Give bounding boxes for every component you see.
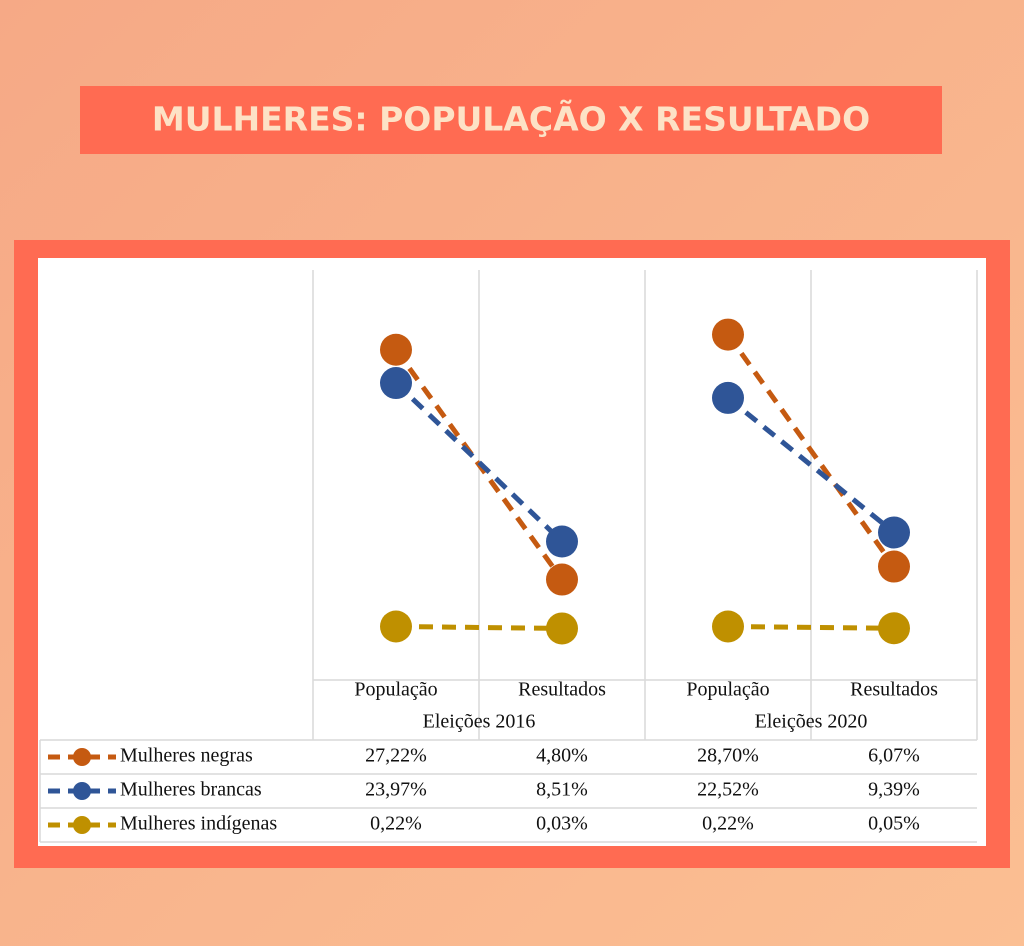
- table-cell: 27,22%: [365, 745, 427, 767]
- table-cell: 0,05%: [868, 813, 920, 835]
- legend-marker: [73, 748, 91, 766]
- legend-label: Mulheres brancas: [120, 779, 262, 801]
- legend-marker: [73, 782, 91, 800]
- marker: [712, 610, 744, 643]
- table-cell: 0,22%: [370, 813, 422, 835]
- table-cell: 6,07%: [868, 745, 920, 767]
- marker: [546, 525, 578, 558]
- table-cell: 22,52%: [697, 779, 759, 801]
- panel: [38, 258, 986, 846]
- x-tick-label: Resultados: [850, 679, 938, 701]
- legend-label: Mulheres negras: [120, 745, 253, 767]
- x-tick-label: População: [354, 679, 437, 701]
- legend-marker: [73, 816, 91, 834]
- marker: [380, 333, 412, 366]
- table-cell: 23,97%: [365, 779, 427, 801]
- marker: [712, 381, 744, 414]
- table-cell: 0,22%: [702, 813, 754, 835]
- x-tick-label: Resultados: [518, 679, 606, 701]
- marker: [380, 610, 412, 643]
- table-cell: 28,70%: [697, 745, 759, 767]
- series-line: [726, 395, 896, 535]
- series-line: [727, 623, 895, 631]
- table-cell: 9,39%: [868, 779, 920, 801]
- marker: [546, 563, 578, 596]
- table-cell: 8,51%: [536, 779, 588, 801]
- series-line: [395, 623, 563, 631]
- group-label: Eleições 2020: [755, 711, 868, 733]
- series-line: [725, 333, 897, 568]
- x-tick-label: População: [686, 679, 769, 701]
- marker: [878, 550, 910, 583]
- marker: [380, 367, 412, 400]
- table-cell: 4,80%: [536, 745, 588, 767]
- marker: [878, 612, 910, 645]
- series-line: [394, 381, 564, 544]
- marker: [878, 516, 910, 549]
- legend-label: Mulheres indígenas: [120, 813, 277, 835]
- title-box: [80, 86, 942, 154]
- marker: [712, 318, 744, 351]
- marker: [546, 612, 578, 645]
- chart-title: MULHERES: POPULAÇÃO X RESULTADO: [152, 99, 870, 139]
- group-label: Eleições 2016: [423, 711, 536, 733]
- table-cell: 0,03%: [536, 813, 588, 835]
